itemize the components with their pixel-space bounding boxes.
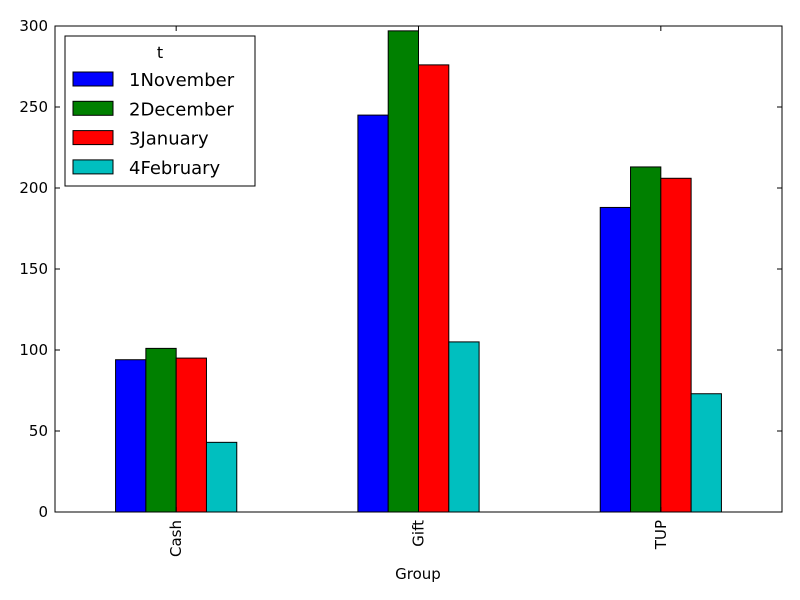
bar-tup-1november xyxy=(599,206,632,513)
x-tick-label-cash: Cash xyxy=(167,520,185,557)
bar-gift-1november xyxy=(357,114,389,513)
x-axis-label: Group xyxy=(395,565,441,583)
bar-tup-3january xyxy=(660,177,692,513)
legend-swatch-2december xyxy=(72,100,114,116)
legend-label-1november: 1November xyxy=(129,70,235,91)
legend: t 1November 2December 3January 4February xyxy=(64,35,256,187)
bar-cash-1november xyxy=(115,359,147,513)
x-axis: Cash Gift TUP xyxy=(167,26,670,557)
bar-tup-4february xyxy=(690,393,722,513)
bar-cash-3january xyxy=(175,357,207,513)
y-tick-label: 250 xyxy=(19,98,48,116)
y-tick-label: 50 xyxy=(29,422,48,440)
legend-label-4february: 4February xyxy=(129,158,221,179)
y-tick-label: 300 xyxy=(19,17,48,35)
y-tick-label: 200 xyxy=(19,179,48,197)
bar-tup-2december xyxy=(630,166,662,513)
bars-layer xyxy=(115,30,722,513)
x-tick-label-tup: TUP xyxy=(652,520,670,550)
legend-swatch-3january xyxy=(72,130,114,146)
legend-label-2december: 2December xyxy=(129,99,234,120)
legend-title: t xyxy=(157,43,163,62)
y-tick-label: 100 xyxy=(19,341,48,359)
x-tick-label-gift: Gift xyxy=(410,520,428,547)
legend-label-3january: 3January xyxy=(129,129,209,150)
y-tick-label: 150 xyxy=(19,260,48,278)
legend-swatch-1november xyxy=(72,71,114,87)
bar-gift-4february xyxy=(448,341,480,513)
legend-swatch-4february xyxy=(72,159,114,175)
y-tick-label: 0 xyxy=(38,503,48,521)
bar-cash-4february xyxy=(205,441,238,513)
y-axis: 0 50 100 150 200 250 300 xyxy=(19,17,782,521)
bar-gift-3january xyxy=(418,64,450,513)
bar-gift-2december xyxy=(387,30,420,513)
bar-cash-2december xyxy=(145,347,177,513)
